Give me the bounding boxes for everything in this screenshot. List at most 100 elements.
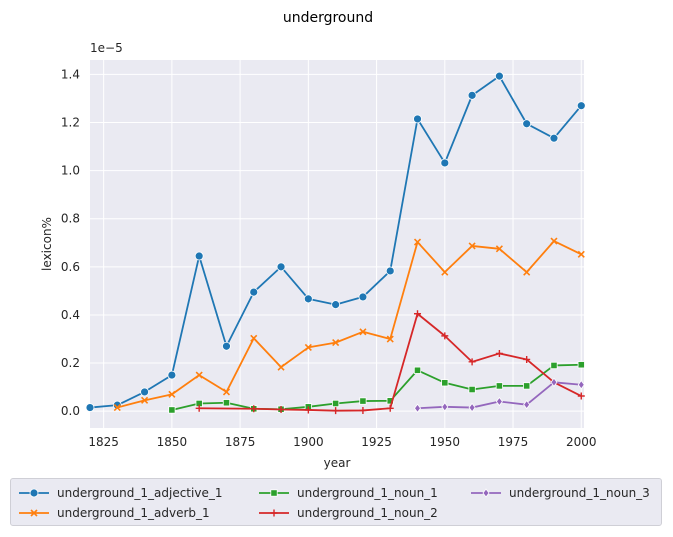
data-point [250,405,258,413]
data-point [222,399,231,407]
data-point [577,361,585,369]
data-point [495,349,503,357]
line-chart: underground 1825 1850 1875 1900 1925 1950 1975… [40,10,597,470]
legend-swatch-adjective-1 [19,488,49,498]
x-tick-label: 2000 [566,435,597,449]
data-point [358,292,368,302]
legend-marker [482,488,490,498]
data-point [168,390,176,398]
series-1 [85,71,586,412]
legend-swatch-adverb-1 [19,509,49,517]
data-point [441,402,449,412]
data-point [467,90,477,100]
data-point [550,377,558,387]
y-axis-label: lexicon% [40,217,54,271]
data-point [222,388,231,396]
data-point [113,403,121,412]
data-point [250,334,258,342]
legend-marker [270,489,278,497]
series-line [171,363,582,411]
data-point [549,133,559,143]
y-tick-label: 0.8 [61,212,80,226]
data-point [414,403,422,413]
x-tick-label: 1825 [88,435,119,449]
y-axis-ticks: 0.0 0.2 0.4 0.6 0.8 1.0 1.2 1.4 [61,67,80,418]
legend-label: underground_1_adverb_1 [57,506,210,520]
data-point [522,119,532,129]
legend-marker [270,509,278,517]
series-line [199,312,582,412]
data-point [577,380,585,390]
data-point [140,387,149,397]
data-point [332,399,340,408]
x-axis-ticks: 1825 1850 1875 1900 1925 1950 1975 2000 [88,435,596,449]
y-tick-label: 0.6 [61,260,80,274]
data-point [385,266,395,276]
y-tick-label: 0.0 [61,404,80,418]
legend: underground_1_adjective_1 underground_1_… [10,478,662,526]
data-point [577,250,585,258]
legend-item-adverb-1: underground_1_adverb_1 [19,504,210,522]
legend-label: underground_1_noun_2 [297,506,438,520]
series-5 [414,377,585,413]
data-point [167,370,177,380]
data-point [359,406,367,414]
data-point [359,397,367,405]
y-tick-label: 1.4 [61,67,80,81]
series-4 [195,310,585,415]
data-point [359,328,367,336]
plot-area [90,60,584,428]
data-point [495,396,503,407]
data-point [550,361,558,370]
data-point [550,237,558,245]
y-tick-label: 1.2 [61,116,80,130]
data-point [303,294,313,304]
data-point [332,339,340,347]
data-point [495,245,503,253]
legend-marker [30,509,38,517]
legend-swatch-noun-2 [259,509,289,517]
data-point [304,406,312,414]
data-point [441,268,449,276]
legend-label: underground_1_adjective_1 [57,486,223,500]
data-point [576,101,586,111]
data-point [277,363,285,371]
y-tick-label: 0.2 [61,356,80,370]
x-tick-label: 1950 [430,435,461,449]
legend-marker [29,488,39,498]
data-point [194,251,204,261]
data-point [468,242,476,250]
x-tick-label: 1975 [498,435,529,449]
data-point [523,382,531,390]
data-point [468,402,476,413]
x-axis-label: year [324,456,351,470]
data-point [304,343,312,351]
data-point [222,341,231,351]
data-point [331,300,341,310]
legend-label: underground_1_noun_3 [509,486,650,500]
data-point [85,403,95,412]
data-point [577,392,585,400]
data-point [494,71,504,81]
legend-swatch-noun-3 [471,488,501,498]
grid-lines [90,60,584,428]
data-point [276,262,286,272]
legend-swatch-noun-1 [259,489,289,497]
legend-item-noun-2: underground_1_noun_2 [259,504,438,522]
data-point [523,355,531,363]
data-point [249,287,259,297]
data-point [413,114,422,124]
legend-label: underground_1_noun_1 [297,486,438,500]
data-point [168,406,176,414]
y-offset-text: 1e−5 [90,41,123,55]
data-point [495,382,503,390]
data-point [468,358,476,366]
data-point [277,405,285,413]
data-point [141,396,149,404]
data-point [468,385,476,394]
chart-title: underground [283,10,373,26]
data-point [523,400,531,410]
legend-item-noun-3: underground_1_noun_3 [471,484,650,502]
data-point [386,335,394,343]
data-point [440,158,450,168]
